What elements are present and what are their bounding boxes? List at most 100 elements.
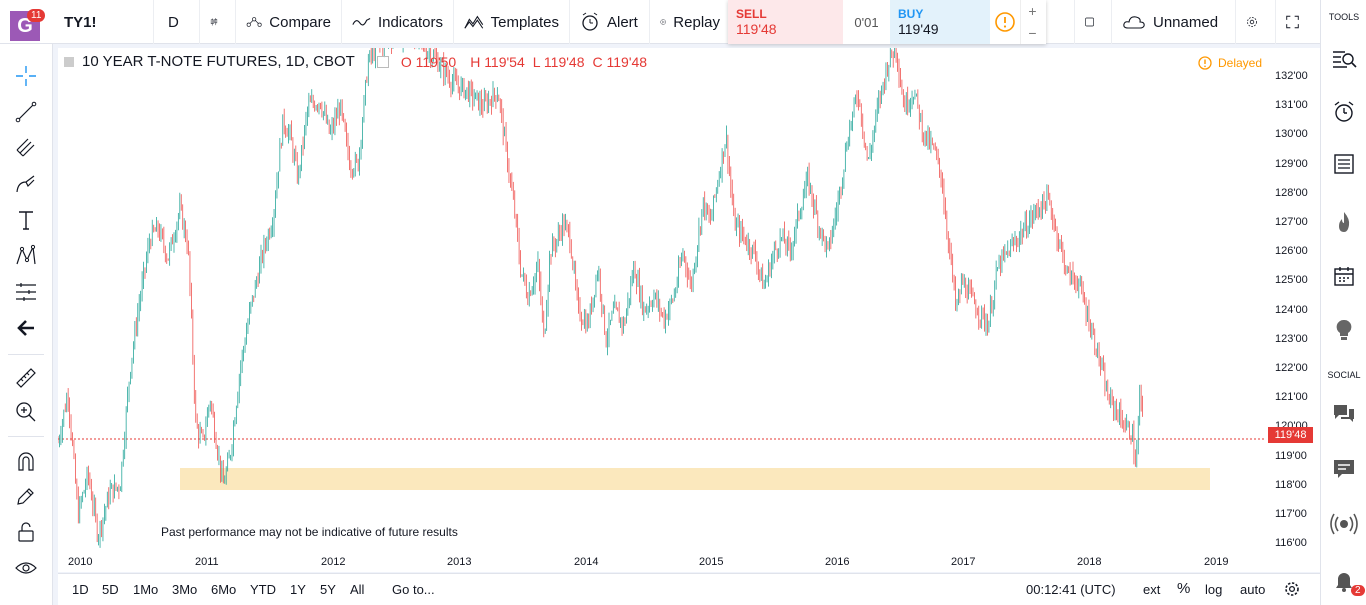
interval-button[interactable]: D <box>158 0 200 44</box>
notification-badge: 11 <box>27 9 46 22</box>
time-tick-label: 2014 <box>574 556 599 568</box>
sell-label: SELL <box>736 7 767 21</box>
sell-button[interactable]: SELL 119'48 <box>728 0 843 44</box>
quantity-stepper[interactable]: + − <box>1020 0 1044 44</box>
ext-toggle[interactable]: ext <box>1143 582 1161 597</box>
layout-name: Unnamed <box>1153 13 1219 31</box>
chat-icon[interactable] <box>1330 400 1358 428</box>
minus-icon[interactable]: − <box>1028 25 1037 41</box>
interval-label: D <box>168 13 179 31</box>
compare-label: Compare <box>269 13 331 31</box>
range-button[interactable]: 3Mo <box>172 582 198 597</box>
templates-button[interactable]: Templates <box>454 0 570 44</box>
utc-clock[interactable]: 00:12:41 (UTC) <box>1026 582 1116 597</box>
brush-icon[interactable] <box>12 170 40 198</box>
unlock-icon[interactable] <box>12 518 40 546</box>
log-toggle[interactable]: log <box>1205 582 1223 597</box>
pattern-icon[interactable] <box>12 242 40 270</box>
back-arrow-icon[interactable] <box>12 314 40 342</box>
buy-price: 119'49 <box>898 21 939 37</box>
support-zone <box>180 468 1210 490</box>
time-tick-label: 2017 <box>951 556 976 568</box>
compare-button[interactable]: Compare <box>236 0 342 44</box>
range-button[interactable]: All <box>350 582 365 597</box>
price-tick-label: 131'00 <box>1275 99 1308 112</box>
drawing-toolbar <box>0 44 53 605</box>
prediction-tools-icon[interactable] <box>12 278 40 306</box>
zoom-in-icon[interactable] <box>12 398 40 426</box>
notifications-bell-icon[interactable] <box>1330 568 1358 596</box>
calendar-icon[interactable] <box>1330 262 1358 290</box>
price-tick-label: 121'00 <box>1275 391 1308 404</box>
watchlist-icon[interactable] <box>1330 46 1358 74</box>
goto-button[interactable]: Go to... <box>392 582 435 597</box>
checkbox-icon <box>1085 17 1094 27</box>
buy-button[interactable]: BUY 119'49 <box>890 0 990 44</box>
range-button[interactable]: 5D <box>102 582 119 597</box>
indicators-icon <box>352 18 371 26</box>
range-button[interactable]: YTD <box>250 582 276 597</box>
range-button[interactable]: 1D <box>72 582 89 597</box>
symbol-search[interactable]: TY1! <box>54 0 154 44</box>
settings-button[interactable] <box>1236 0 1276 44</box>
legend-collapse-icon[interactable] <box>64 56 74 67</box>
legend-settings-icon[interactable] <box>376 55 389 68</box>
chart-settings-gear-icon[interactable] <box>1284 581 1300 600</box>
replay-button[interactable]: Replay <box>650 0 730 44</box>
range-button[interactable]: 1Mo <box>133 582 159 597</box>
indicators-label: Indicators <box>377 13 443 31</box>
time-tick-label: 2018 <box>1077 556 1102 568</box>
select-box-button[interactable] <box>1074 0 1112 44</box>
data-window-icon[interactable] <box>1330 150 1358 178</box>
candles-icon <box>210 18 218 26</box>
templates-label: Templates <box>490 13 559 31</box>
layout-button[interactable]: Unnamed <box>1112 0 1236 44</box>
auto-toggle[interactable]: auto <box>1240 582 1266 597</box>
chart-area[interactable] <box>57 17 1320 572</box>
percent-toggle[interactable]: % <box>1177 580 1191 597</box>
price-tick-label: 116'00 <box>1275 537 1307 550</box>
price-tick-label: 124'00 <box>1275 303 1308 316</box>
price-tick-label: 118'00 <box>1275 478 1307 491</box>
broadcast-icon[interactable] <box>1330 510 1358 538</box>
range-button[interactable]: 6Mo <box>211 582 237 597</box>
social-label: SOCIAL <box>1327 370 1361 380</box>
text-icon[interactable] <box>12 206 40 234</box>
chart-style-button[interactable] <box>200 0 236 44</box>
tools-label: TOOLS <box>1328 12 1360 22</box>
alerts-clock-icon[interactable] <box>1330 98 1358 126</box>
range-button[interactable]: 1Y <box>290 582 306 597</box>
trend-line-icon[interactable] <box>12 98 40 126</box>
stream-icon[interactable] <box>1330 454 1358 482</box>
alert-button[interactable]: Alert <box>570 0 650 44</box>
price-tick-label: 128'00 <box>1275 186 1308 199</box>
ideas-lightbulb-icon[interactable] <box>1330 316 1358 344</box>
range-button[interactable]: 5Y <box>320 582 336 597</box>
alarm-clock-icon <box>582 12 598 31</box>
pitchfork-icon[interactable] <box>12 134 40 162</box>
price-tick-label: 132'00 <box>1275 70 1308 82</box>
plus-icon[interactable]: + <box>1028 3 1037 19</box>
lock-pencil-icon[interactable] <box>12 482 40 510</box>
magnet-icon[interactable] <box>12 448 40 476</box>
ruler-icon[interactable] <box>12 364 40 392</box>
price-tick-label: 122'00 <box>1275 362 1308 374</box>
bottom-toolbar: 1D 5D 1Mo 3Mo 6Mo YTD 1Y 5Y All Go to... 00:12:4… <box>58 573 1320 605</box>
trade-widget: SELL 119'48 0'01 BUY 119'49 + − <box>728 0 1046 44</box>
time-tick-label: 2019 <box>1204 556 1229 568</box>
time-tick-label: 2015 <box>699 556 724 568</box>
info-button[interactable] <box>990 0 1020 44</box>
hotlist-fire-icon[interactable] <box>1330 208 1358 236</box>
fullscreen-button[interactable] <box>1276 0 1316 44</box>
crosshair-icon[interactable] <box>12 62 40 90</box>
delayed-badge[interactable]: Delayed <box>1198 56 1262 70</box>
indicators-button[interactable]: Indicators <box>342 0 454 44</box>
price-tick-label: 119'00 <box>1275 449 1307 462</box>
disclaimer-text: Past performance may not be indicative o… <box>161 525 458 539</box>
eye-icon[interactable] <box>12 554 40 582</box>
replay-icon <box>660 19 666 25</box>
legend-high: H 119'54 <box>470 53 525 70</box>
info-icon <box>995 12 1015 32</box>
time-tick-label: 2013 <box>447 556 472 568</box>
sell-price: 119'48 <box>736 21 777 37</box>
